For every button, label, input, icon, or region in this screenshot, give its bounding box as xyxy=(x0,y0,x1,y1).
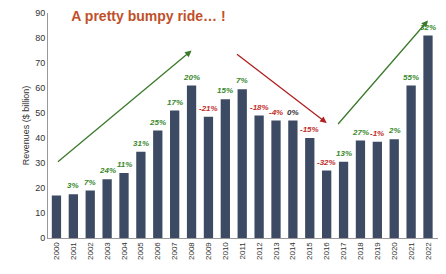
svg-text:30: 30 xyxy=(35,158,45,168)
svg-text:7%: 7% xyxy=(84,178,96,187)
svg-text:25%: 25% xyxy=(149,118,166,127)
svg-text:2013: 2013 xyxy=(272,242,281,260)
svg-text:2016: 2016 xyxy=(322,242,331,260)
svg-text:2011: 2011 xyxy=(238,242,247,260)
svg-text:-21%: -21% xyxy=(199,104,218,113)
svg-text:70: 70 xyxy=(35,58,45,68)
svg-text:3%: 3% xyxy=(67,181,79,190)
svg-text:60: 60 xyxy=(35,83,45,93)
svg-text:2014: 2014 xyxy=(288,242,297,260)
svg-text:-32%: -32% xyxy=(317,158,336,167)
svg-text:11%: 11% xyxy=(117,160,132,169)
svg-text:0%: 0% xyxy=(287,108,299,117)
svg-text:31%: 31% xyxy=(133,139,149,148)
svg-text:13%: 13% xyxy=(336,149,352,158)
svg-text:-1%: -1% xyxy=(370,129,384,138)
svg-text:10: 10 xyxy=(35,208,45,218)
svg-text:A pretty bumpy ride… !: A pretty bumpy ride… ! xyxy=(71,8,225,24)
svg-text:Revenues ($ billion): Revenues ($ billion) xyxy=(21,86,31,166)
svg-text:24%: 24% xyxy=(99,166,116,175)
svg-text:2010: 2010 xyxy=(221,242,230,260)
svg-text:27%: 27% xyxy=(352,128,369,137)
svg-text:2002: 2002 xyxy=(86,242,95,260)
svg-text:2006: 2006 xyxy=(153,242,162,260)
svg-text:2015: 2015 xyxy=(305,242,314,260)
svg-text:15%: 15% xyxy=(217,86,233,95)
svg-text:2021: 2021 xyxy=(407,242,416,260)
svg-text:-15%: -15% xyxy=(300,125,319,134)
svg-text:17%: 17% xyxy=(167,98,183,107)
svg-text:90: 90 xyxy=(35,8,45,18)
svg-text:2008: 2008 xyxy=(187,242,196,260)
svg-text:2009: 2009 xyxy=(204,242,213,260)
svg-text:20%: 20% xyxy=(183,73,200,82)
svg-text:55%: 55% xyxy=(403,73,419,82)
svg-text:2012: 2012 xyxy=(255,242,264,260)
svg-text:-18%: -18% xyxy=(250,103,269,112)
svg-text:7%: 7% xyxy=(236,76,248,85)
svg-text:40: 40 xyxy=(35,133,45,143)
svg-text:2005: 2005 xyxy=(136,242,145,260)
svg-text:2018: 2018 xyxy=(356,242,365,260)
svg-text:2022: 2022 xyxy=(424,242,433,260)
svg-text:-4%: -4% xyxy=(269,108,283,117)
svg-text:2000: 2000 xyxy=(52,242,61,260)
svg-text:2%: 2% xyxy=(388,126,401,135)
svg-text:20: 20 xyxy=(35,183,45,193)
svg-text:2004: 2004 xyxy=(120,242,129,260)
svg-text:2017: 2017 xyxy=(339,242,348,260)
svg-text:50: 50 xyxy=(35,108,45,118)
svg-text:80: 80 xyxy=(35,33,45,43)
svg-text:2007: 2007 xyxy=(170,242,179,260)
svg-text:2019: 2019 xyxy=(373,242,382,260)
svg-text:2020: 2020 xyxy=(390,242,399,260)
svg-text:2003: 2003 xyxy=(103,242,112,260)
svg-text:0: 0 xyxy=(40,233,45,243)
svg-text:32%: 32% xyxy=(420,23,436,32)
svg-text:2001: 2001 xyxy=(69,242,78,260)
